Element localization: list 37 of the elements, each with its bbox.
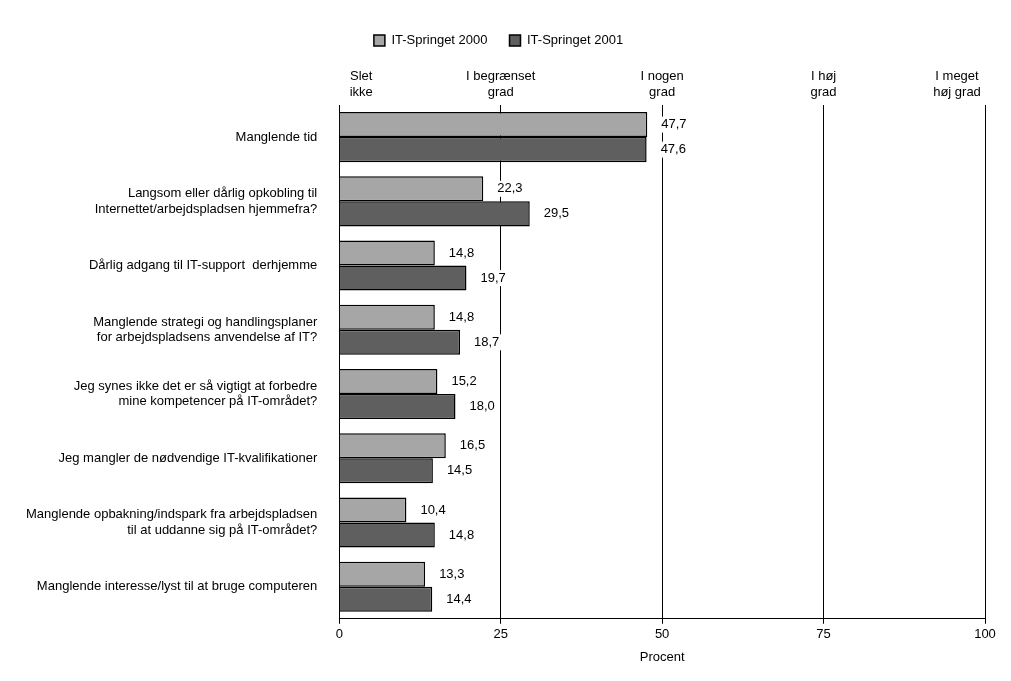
x-tick-label: 50 [654, 626, 670, 642]
data-label: 10,4 [420, 501, 446, 517]
y-tick-label: Jeg synes ikke det er så vigtigt at forbedre mine kompetencer på IT-området? [73, 377, 318, 409]
data-label: 14,5 [446, 462, 473, 478]
legend-label: IT-Springet 2001 [527, 32, 624, 48]
y-tick-label: Dårlig adgang til IT-support derhjemme [88, 257, 318, 273]
x-axis-title: Procent [639, 648, 685, 664]
data-label: 16,5 [459, 437, 486, 453]
data-label: 14,8 [448, 308, 475, 324]
x-tick-label: 100 [974, 626, 996, 642]
legend-label: IT-Springet 2000 [391, 32, 488, 48]
y-tick-label: Manglende strategi og handlingsplaner for arbejdspladsens anvendelse af IT? [93, 313, 318, 345]
data-label: 15,2 [451, 373, 477, 389]
text: I nogen grad [640, 68, 684, 100]
data-label: 47,6 [660, 141, 686, 157]
text: I høj grad [810, 68, 837, 100]
x-tick-label: 75 [816, 626, 831, 642]
data-label: 19,7 [480, 269, 506, 285]
text: I meget høj grad [933, 68, 981, 100]
data-label: 14,4 [446, 590, 472, 606]
text: I begrænset grad [466, 68, 536, 100]
data-label: 22,3 [497, 180, 523, 196]
data-label: 13,3 [439, 565, 465, 581]
y-tick-label: Manglende tid [235, 128, 318, 144]
x-tick-label: 0 [335, 626, 343, 642]
x-tick-label: 25 [493, 626, 508, 642]
y-tick-label: Manglende opbakning/indspark fra arbejdspladsen til at uddanne sig på IT-området? [25, 506, 318, 537]
y-tick-label: Jeg mangler de nødvendige IT-kvalifikationer [58, 449, 318, 465]
text: Slet ikke [349, 68, 373, 100]
data-label: 14,8 [448, 244, 475, 260]
y-tick-label: Manglende interesse/lyst til at bruge computeren [36, 578, 318, 594]
y-tick-label: Langsom eller dårlig opkobling til Internettet/arbejdspladsen hjemmefra? [94, 185, 318, 216]
data-label: 18,7 [474, 333, 500, 349]
data-label: 29,5 [543, 205, 570, 221]
data-label: 18,0 [469, 398, 495, 414]
data-label: 47,7 [661, 116, 687, 132]
data-label: 14,8 [448, 526, 475, 542]
